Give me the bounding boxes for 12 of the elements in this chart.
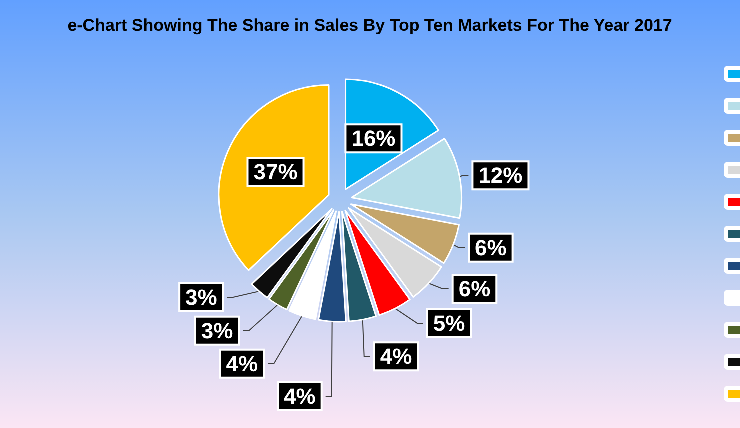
data-label: 4% bbox=[380, 344, 412, 370]
data-label: 5% bbox=[433, 310, 466, 336]
data-label: 6% bbox=[458, 276, 491, 302]
data-label: 12% bbox=[478, 163, 523, 188]
chart-title: e-Chart Showing The Share in Sales By Top Ten Markets For The Year 2017 bbox=[68, 16, 672, 35]
data-label: 3% bbox=[186, 285, 218, 310]
data-label: 4% bbox=[226, 351, 258, 376]
data-label: 37% bbox=[254, 160, 298, 185]
data-label: 4% bbox=[284, 384, 316, 409]
data-label: 16% bbox=[352, 126, 396, 152]
data-label: 6% bbox=[475, 235, 507, 260]
data-label: 3% bbox=[201, 318, 234, 344]
